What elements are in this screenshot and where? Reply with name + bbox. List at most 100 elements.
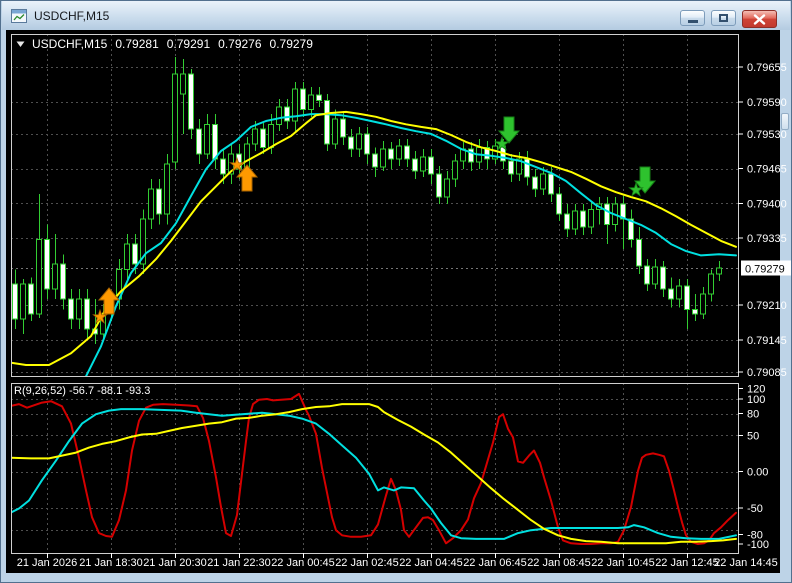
candle-body: [572, 210, 578, 230]
candle-body: [36, 238, 42, 315]
restore-button[interactable]: [711, 10, 736, 26]
info-close: 0.79279: [269, 37, 313, 51]
buy-arrow-icon: [97, 287, 121, 315]
time-axis-label: 22 Jan 02:45: [335, 557, 399, 569]
candle-body: [140, 218, 146, 265]
sell-arrow-star-icon: [494, 135, 510, 151]
candle-body: [708, 273, 714, 295]
oscillator-signal-cyan-line: [11, 408, 737, 540]
candle-body: [12, 283, 18, 320]
oscillator-axis-label: 100: [747, 394, 765, 406]
candle-body: [396, 145, 402, 160]
candle-body: [516, 158, 522, 175]
ohlc-info-bar: USDCHF,M15 0.79281 0.79291 0.79276 0.792…: [16, 37, 313, 51]
candle-body: [324, 100, 330, 145]
slow-moving-average-line: [11, 110, 737, 366]
price-axis-label: 0.79335: [747, 233, 787, 245]
triangle-down-icon[interactable]: [16, 37, 25, 51]
candle-body: [356, 133, 362, 150]
price-axis-label: 0.79590: [747, 97, 787, 109]
time-axis-label: 22 Jan 04:45: [399, 557, 463, 569]
candle-body: [156, 188, 162, 215]
oscillator-axis-label: -50: [747, 503, 763, 515]
time-axis-label: 21 Jan 22:30: [207, 557, 271, 569]
candle-body: [436, 173, 442, 198]
candle-body: [276, 106, 282, 125]
candle-body: [148, 188, 154, 220]
candle-body: [524, 158, 530, 178]
candle-body: [204, 123, 210, 155]
current-price-box: [741, 260, 791, 276]
price-axis-label: 0.79400: [747, 198, 787, 210]
close-button[interactable]: [742, 10, 777, 28]
candle-body: [668, 288, 674, 300]
candle-body: [676, 285, 682, 300]
candle-body: [124, 243, 130, 270]
info-low: 0.79276: [218, 37, 262, 51]
time-axis-label: 22 Jan 12:45: [655, 557, 719, 569]
candle-body: [404, 145, 410, 160]
info-symbol: USDCHF,M15: [32, 37, 108, 51]
oscillator-axis-label: -80: [747, 530, 763, 542]
candle-body: [540, 173, 546, 190]
candle-body: [604, 203, 610, 225]
oscillator-signal-red-line: [11, 392, 737, 545]
candle-body: [380, 148, 386, 168]
candle-body: [564, 213, 570, 230]
minimize-button[interactable]: [680, 10, 705, 26]
axes-layer: 0.79655 0.79590 0.79530 0.79465 0.79400 0.793…: [17, 62, 791, 569]
scrollbar-thumb[interactable]: [781, 113, 789, 130]
time-axis-label: 22 Jan 14:45: [714, 557, 778, 569]
candle-body: [52, 263, 58, 290]
price-axis-label: 0.79465: [747, 164, 787, 176]
candle-body: [444, 178, 450, 198]
indicator-label: R(9,26,52) -56.7 -88.1 -93.3: [14, 385, 151, 397]
candle-body: [44, 238, 50, 290]
candle-body: [660, 266, 666, 290]
oscillator-axis-label: 0.00: [747, 467, 768, 479]
candle-body: [172, 73, 178, 163]
candle-body: [68, 298, 74, 320]
time-axis-label: 21 Jan 18:30: [79, 557, 143, 569]
candle-body: [620, 203, 626, 220]
time-axis-label: 21 Jan 2026: [17, 557, 78, 569]
candle-body: [220, 158, 226, 175]
oscillator-axis-label: 80: [747, 409, 759, 421]
candle-body: [508, 160, 514, 175]
candle-body: [60, 263, 66, 300]
candle-body: [268, 123, 274, 148]
candle-body: [196, 128, 202, 155]
candles-layer: [12, 56, 722, 345]
chart-window-icon: [11, 8, 27, 23]
candle-body: [468, 148, 474, 163]
buy-arrow-star-icon: [92, 308, 108, 324]
candle-body: [412, 158, 418, 172]
window-controls: [680, 10, 777, 28]
candle-body: [372, 153, 378, 168]
main-plot-border: [11, 34, 739, 377]
candle-body: [588, 208, 594, 228]
candle-body: [628, 218, 634, 240]
candle-body: [348, 136, 354, 150]
candle-body: [548, 173, 554, 195]
candle-body: [252, 128, 258, 145]
candle-body: [284, 106, 290, 122]
candle-body: [636, 238, 642, 267]
oscillator-axis-label: 120: [747, 384, 765, 396]
candle-body: [684, 285, 690, 310]
candle-body: [452, 160, 458, 180]
candle-body: [308, 94, 314, 110]
candle-body: [20, 283, 26, 320]
candle-body: [420, 156, 426, 172]
candle-body: [364, 133, 370, 155]
candle-body: [492, 145, 498, 160]
candle-body: [180, 73, 186, 95]
price-axis-label: 0.79210: [747, 300, 787, 312]
oscillator-plot-border: [11, 383, 739, 554]
window-titlebar[interactable]: USDCHF,M15: [2, 1, 790, 30]
candle-body: [316, 94, 322, 102]
candle-body: [644, 265, 650, 285]
close-icon: [753, 13, 766, 25]
